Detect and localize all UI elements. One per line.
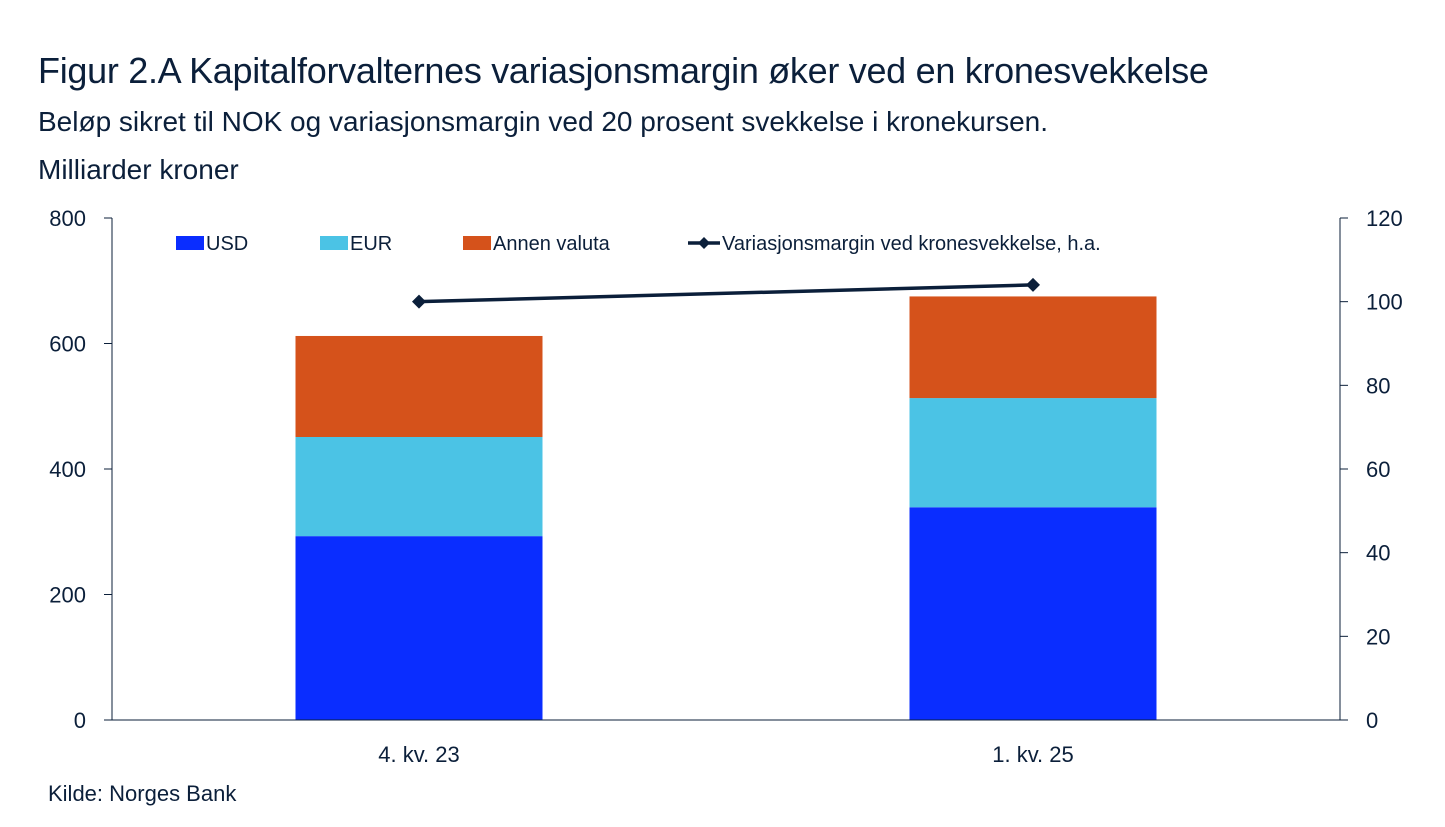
y-tick-label-0: 0 [74,708,86,733]
line-point-0 [412,294,426,309]
y2-tick-label-120: 120 [1366,206,1403,231]
y2-tick-label-80: 80 [1366,373,1390,398]
legend-line-marker [698,237,710,249]
legend-label-line: Variasjonsmargin ved kronesvekkelse, h.a… [722,233,1101,255]
line-layer [412,277,1040,309]
chart-source: Kilde: Norges Bank [48,781,237,806]
line-point-1 [1026,277,1040,292]
legend-swatch-1 [320,236,348,250]
chart-subtitle: Beløp sikret til NOK og variasjonsmargin… [38,106,1048,137]
legend-label-1: EUR [350,233,392,255]
bar-annen-valuta-1 [909,296,1157,399]
bar-eur-0 [295,436,543,537]
axes-layer: 0 200 400 600 800 0 20 40 60 80 100 120 4. kv. 23 1. … [49,206,1402,767]
chart-title: Figur 2.A Kapitalforvalternes variasjons… [38,50,1209,91]
y2-tick-label-60: 60 [1366,457,1390,482]
y2-tick-label-20: 20 [1366,624,1390,649]
legend-swatch-0 [176,236,204,250]
bar-usd-1 [909,507,1157,720]
y-tick-label-600: 600 [49,332,86,357]
x-tick-label-0: 4. kv. 23 [378,742,460,767]
bar-eur-1 [909,398,1157,508]
y2-tick-label-100: 100 [1366,290,1403,315]
bar-usd-0 [295,536,543,720]
legend-label-2: Annen valuta [493,233,611,255]
legend: USD EUR Annen valuta Variasjonsmargin ved k… [176,233,1101,255]
bar-annen-valuta-0 [295,335,543,437]
legend-label-0: USD [206,233,248,255]
y-tick-label-400: 400 [49,457,86,482]
y2-tick-label-0: 0 [1366,708,1378,733]
y2-tick-label-40: 40 [1366,541,1390,566]
y-tick-label-800: 800 [49,206,86,231]
chart-units: Milliarder kroner [38,154,239,185]
y-tick-label-200: 200 [49,583,86,608]
x-tick-label-1: 1. kv. 25 [992,742,1074,767]
line-variasjonsmargin [418,283,1034,304]
legend-swatch-2 [463,236,491,250]
bars-layer [295,296,1157,720]
